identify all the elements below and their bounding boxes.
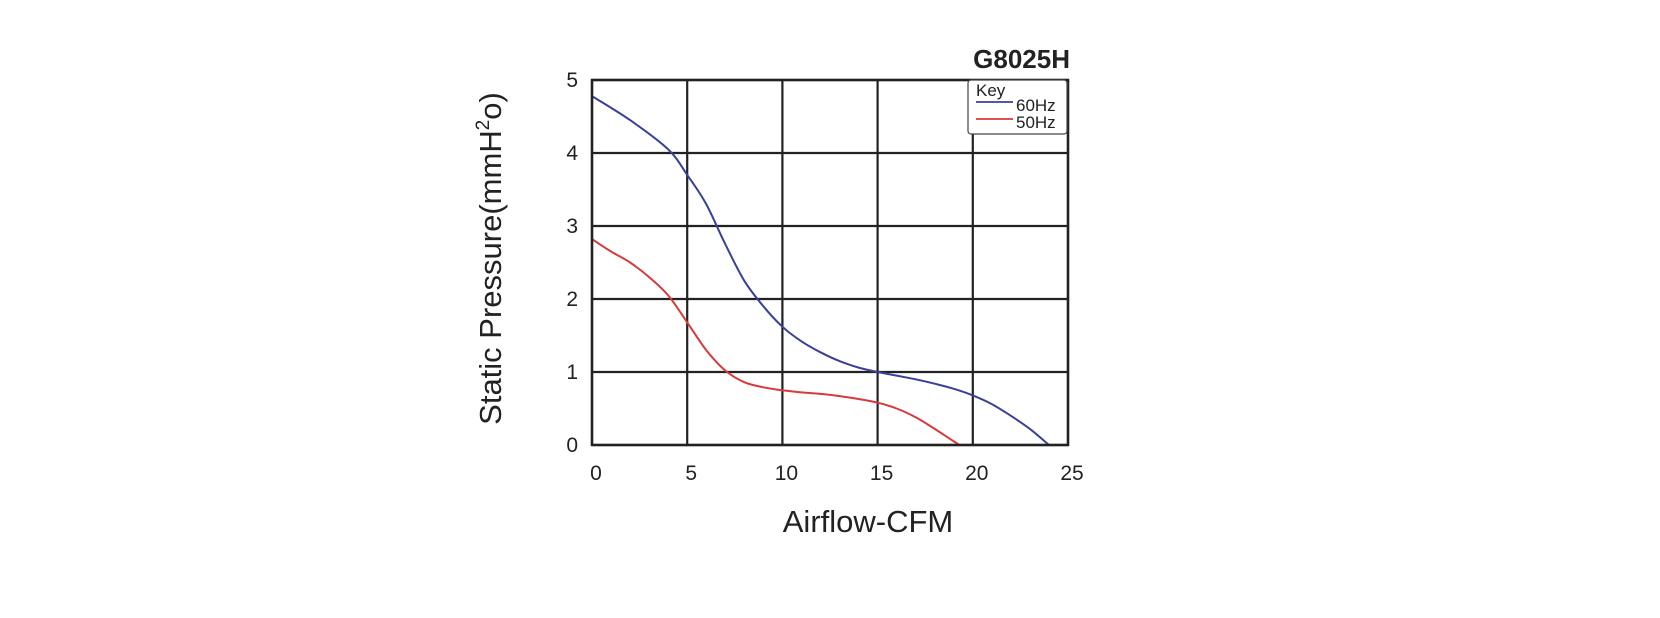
x-axis-ticks: 0 5 10 15 20 25 (590, 462, 1084, 485)
x-axis-label: Airflow-CFM (783, 504, 954, 539)
y-tick-label: 4 (566, 142, 578, 165)
y-axis-ticks: 0 1 2 3 4 5 (566, 69, 578, 457)
x-tick-label: 20 (965, 462, 988, 485)
y-tick-label: 3 (566, 215, 578, 238)
x-tick-label: 10 (775, 462, 798, 485)
y-axis-label: Static Pressure(mmH2o) (473, 92, 508, 425)
legend-title: Key (976, 81, 1006, 100)
x-tick-label: 25 (1060, 462, 1083, 485)
series-line-50hz (591, 238, 961, 446)
y-tick-label: 1 (566, 361, 578, 384)
legend-entry-label: 60Hz (1016, 96, 1056, 115)
y-axis-label-suffix: o) (473, 92, 508, 120)
legend-box (967, 79, 1068, 135)
series-layer (591, 95, 1050, 446)
y-tick-label: 0 (566, 434, 578, 457)
y-tick-label: 2 (566, 288, 578, 311)
y-axis-label-prefix: Static Pressure(mmH (473, 130, 508, 425)
y-tick-label: 5 (566, 69, 578, 92)
plot-frame (590, 78, 1070, 447)
x-tick-label: 15 (870, 462, 893, 485)
x-tick-label: 0 (590, 462, 602, 485)
series-line-60hz (591, 95, 1050, 446)
x-tick-label: 5 (685, 462, 697, 485)
chart-title: G8025H (973, 44, 1070, 74)
grid (590, 78, 1070, 447)
y-axis-label-superscript: 2 (473, 120, 494, 131)
legend-entry-label: 50Hz (1016, 113, 1056, 132)
